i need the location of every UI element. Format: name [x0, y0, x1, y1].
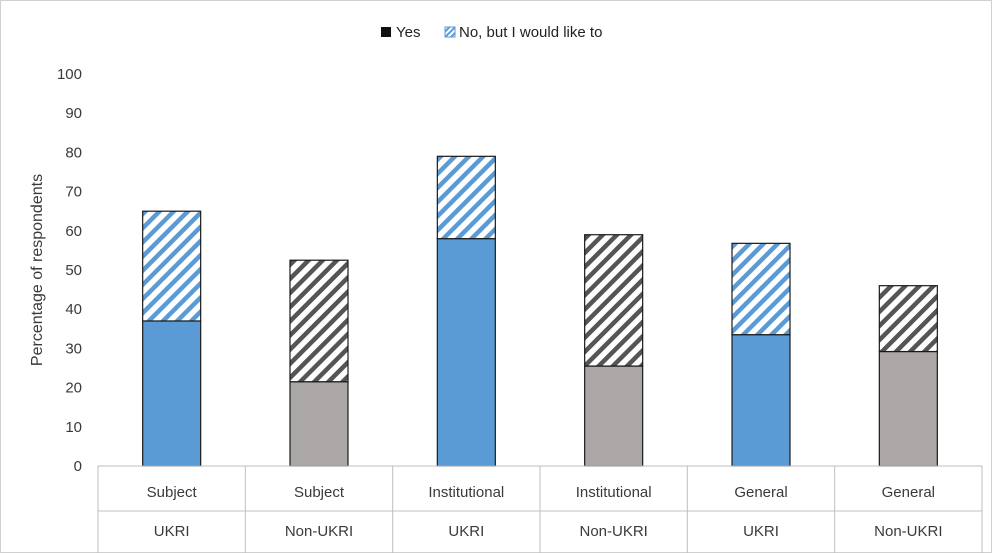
legend-swatch-yes	[381, 27, 391, 37]
bar-no-but-would-like-segment	[289, 259, 349, 383]
y-tick-label: 60	[65, 223, 82, 240]
x-tick-label-primary: Subject	[294, 484, 345, 501]
legend-label-yes: Yes	[396, 24, 420, 41]
y-tick-label: 20	[65, 380, 82, 397]
x-axis: Subject UKRI Subject Non-UKRI Institutional U…	[97, 465, 983, 553]
y-tick-label: 50	[65, 262, 82, 279]
y-tick-label: 40	[65, 301, 82, 318]
legend-item-no-but-would-like: No, but I would like to	[444, 24, 602, 41]
legend-swatch-no	[444, 26, 456, 38]
x-tick-label-secondary: UKRI	[743, 523, 779, 540]
x-tick-label-secondary: Non-UKRI	[874, 523, 942, 540]
bar-yes-segment	[142, 320, 202, 467]
x-tick-label-primary: Institutional	[576, 484, 652, 501]
bar-no-but-would-like-segment	[731, 242, 791, 336]
x-tick-label-primary: Subject	[147, 484, 198, 501]
bar-no-but-would-like-segment	[142, 210, 202, 322]
y-tick-label: 30	[65, 340, 82, 357]
y-tick-label: 0	[74, 458, 82, 475]
bar-no-but-would-like-segment	[584, 234, 644, 367]
y-tick-label: 80	[65, 144, 82, 161]
x-tick-label-secondary: UKRI	[154, 523, 190, 540]
x-tick-label-secondary: Non-UKRI	[579, 523, 647, 540]
y-tick-label: 100	[57, 66, 82, 83]
y-tick-label: 10	[65, 419, 82, 436]
y-axis-title: Percentage of respondents	[29, 174, 46, 366]
bar-yes-segment	[584, 365, 644, 467]
y-tick-label: 70	[65, 184, 82, 201]
bar-yes-segment	[878, 350, 938, 467]
legend-label-no: No, but I would like to	[459, 24, 602, 41]
bar-yes-segment	[436, 238, 496, 467]
y-tick-label: 90	[65, 105, 82, 122]
bar-no-but-would-like-segment	[436, 155, 496, 240]
x-tick-label-primary: General	[734, 484, 787, 501]
x-tick-label-secondary: Non-UKRI	[285, 523, 353, 540]
x-tick-label-secondary: UKRI	[448, 523, 484, 540]
bar-yes-segment	[731, 334, 791, 467]
legend: Yes No, but I would like to	[381, 24, 602, 41]
bar-no-but-would-like-segment	[878, 285, 938, 353]
x-tick-label-primary: Institutional	[428, 484, 504, 501]
bar-yes-segment	[289, 381, 349, 467]
legend-item-yes: Yes	[381, 24, 420, 41]
bars	[142, 155, 938, 467]
y-axis-ticks: 0 10 20 30 40 50 60 70 80 90 100	[57, 66, 82, 475]
x-tick-label-primary: General	[882, 484, 935, 501]
